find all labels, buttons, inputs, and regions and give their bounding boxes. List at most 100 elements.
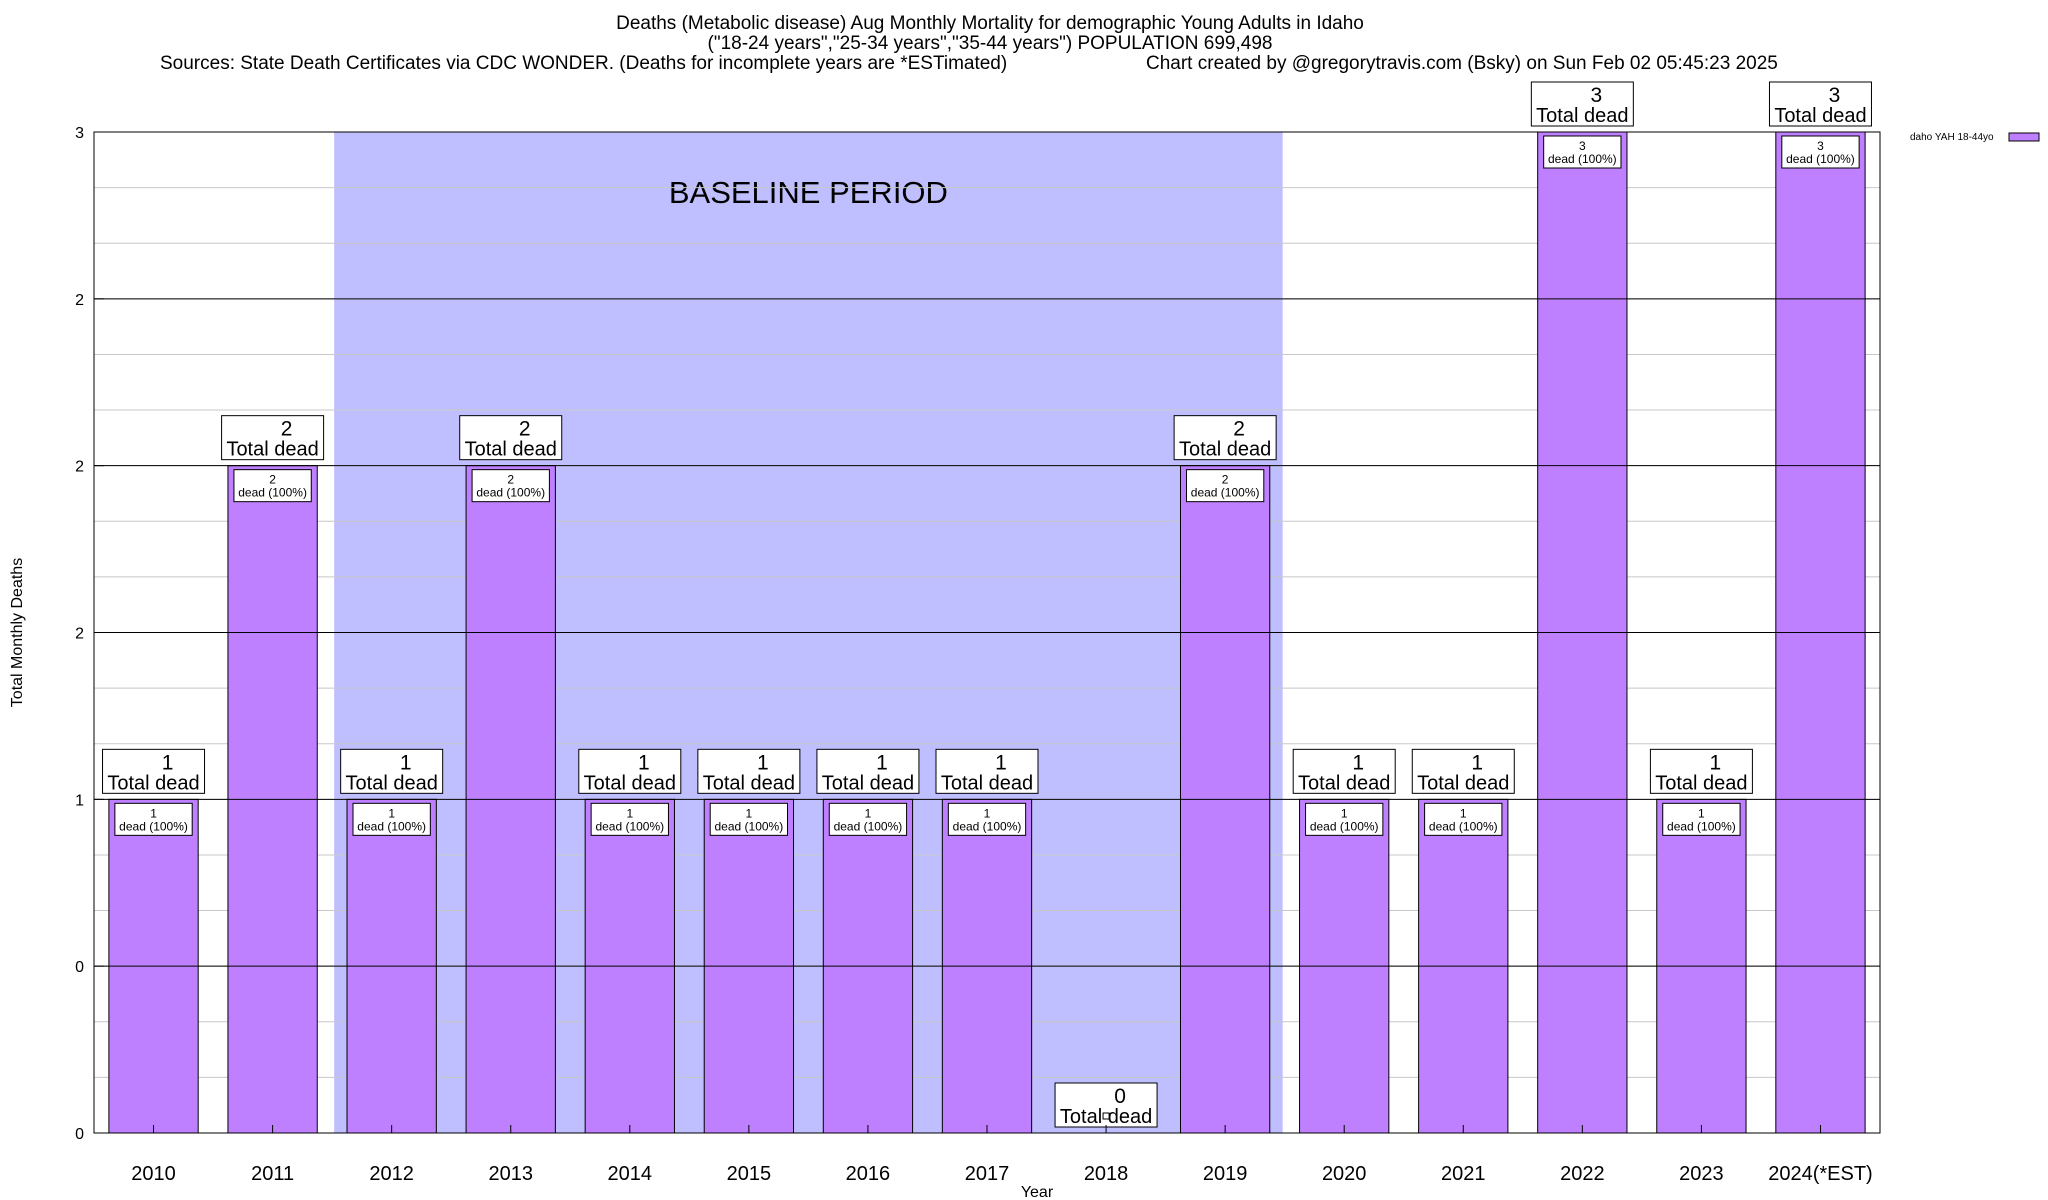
x-tick-label: 2021 xyxy=(1441,1163,1486,1185)
x-tick-label: 2022 xyxy=(1560,1163,1605,1185)
bar-value-label: 1 xyxy=(626,806,633,820)
bar-label-box xyxy=(1185,469,1265,503)
y-tick-label: 3 xyxy=(75,125,84,142)
total-count-label: 1 xyxy=(1352,751,1364,774)
bar-percent-label: dead (100%) xyxy=(834,819,903,833)
total-count-label: 0 xyxy=(1114,1085,1126,1108)
chart-subtitle: ("18-24 years","25-34 years","35-44 year… xyxy=(707,33,1273,54)
x-tick-label: 2012 xyxy=(369,1163,414,1185)
total-count-label: 1 xyxy=(1471,751,1483,774)
bar-value-label: 2 xyxy=(269,473,276,487)
total-count-label: 3 xyxy=(1829,84,1841,107)
bar-label-box xyxy=(947,802,1027,836)
bar-value-label: 1 xyxy=(1341,806,1348,820)
x-tick-label: 2014 xyxy=(608,1163,653,1185)
chart-sources: Sources: State Death Certificates via CD… xyxy=(160,53,1008,74)
x-tick-label: 2011 xyxy=(251,1163,294,1185)
bar-label-box xyxy=(1305,802,1384,836)
bar-percent-label: dead (100%) xyxy=(1310,819,1379,833)
bar-label-box xyxy=(828,802,908,836)
total-dead-label: Total dead xyxy=(822,772,914,794)
x-tick-label: 2015 xyxy=(727,1163,772,1185)
total-count-label: 1 xyxy=(757,751,769,774)
total-label-box xyxy=(816,748,920,794)
y-tick-label: 1 xyxy=(75,792,84,809)
total-label-box xyxy=(1411,748,1515,794)
total-dead-label: Total dead xyxy=(1774,105,1866,127)
x-tick-label: 2017 xyxy=(965,1163,1010,1185)
total-count-label: 1 xyxy=(638,751,650,774)
x-tick-label: 2023 xyxy=(1679,1163,1724,1185)
total-label-box xyxy=(459,415,563,461)
baseline-label: BASELINE PERIOD xyxy=(669,175,948,210)
total-dead-label: Total dead xyxy=(1536,105,1628,127)
zero-marker xyxy=(1102,1112,1110,1120)
bar-label-box xyxy=(1424,802,1503,836)
bar-percent-label: dead (100%) xyxy=(357,819,426,833)
y-tick-label: 2 xyxy=(75,292,84,309)
bar-percent-label: dead (100%) xyxy=(1191,486,1260,500)
bar-percent-label: dead (100%) xyxy=(476,486,545,500)
total-count-label: 1 xyxy=(1710,751,1722,774)
bar-value-label: 1 xyxy=(150,806,157,820)
total-dead-label: Total dead xyxy=(1417,772,1509,794)
x-tick-label: 2010 xyxy=(131,1163,176,1185)
total-label-box xyxy=(1173,415,1277,461)
bar-label-box xyxy=(352,802,431,836)
y-tick-label: 2 xyxy=(75,626,84,643)
bar-label-box xyxy=(590,802,669,836)
chart-title: Deaths (Metabolic disease) Aug Monthly M… xyxy=(616,13,1364,34)
x-tick-label: 2018 xyxy=(1084,1163,1129,1185)
bar-value-label: 2 xyxy=(507,473,514,487)
total-count-label: 2 xyxy=(519,418,531,441)
total-dead-label: Total dead xyxy=(941,772,1033,794)
total-dead-label: Total dead xyxy=(107,772,199,794)
bar-value-label: 1 xyxy=(746,806,753,820)
legend-label: daho YAH 18-44yo xyxy=(1910,132,1994,143)
total-dead-label: Total dead xyxy=(346,772,438,794)
bar-percent-label: dead (100%) xyxy=(1786,152,1855,166)
bar-label-box xyxy=(709,802,789,836)
total-label-box xyxy=(1649,748,1753,794)
bar-percent-label: dead (100%) xyxy=(119,819,188,833)
bar-percent-label: dead (100%) xyxy=(1667,819,1736,833)
total-count-label: 2 xyxy=(1233,418,1245,441)
bar-value-label: 2 xyxy=(1222,473,1229,487)
bar-value-label: 1 xyxy=(1460,806,1467,820)
bar-value-label: 1 xyxy=(984,806,991,820)
total-label-box xyxy=(102,748,206,794)
legend-swatch xyxy=(2008,132,2040,142)
total-dead-label: Total dead xyxy=(1655,772,1747,794)
y-tick-label: 0 xyxy=(75,959,84,976)
x-tick-label: 2020 xyxy=(1322,1163,1367,1185)
bar-label-box xyxy=(1662,802,1741,836)
x-tick-label: 2016 xyxy=(846,1163,891,1185)
bar-percent-label: dead (100%) xyxy=(1429,819,1498,833)
total-dead-label: Total dead xyxy=(226,439,318,461)
bar-value-label: 1 xyxy=(388,806,395,820)
total-label-box xyxy=(221,415,325,461)
bar-value-label: 3 xyxy=(1579,139,1586,153)
bar-percent-label: dead (100%) xyxy=(595,819,664,833)
bar-value-label: 3 xyxy=(1817,139,1824,153)
total-label-box xyxy=(1530,81,1634,127)
total-dead-label: Total dead xyxy=(584,772,676,794)
bar-label-box xyxy=(1543,135,1622,169)
bar-value-label: 1 xyxy=(865,806,872,820)
x-tick-label: 2019 xyxy=(1203,1163,1248,1185)
total-label-box xyxy=(697,748,801,794)
bar-label-box xyxy=(1781,135,1860,169)
bar-percent-label: dead (100%) xyxy=(238,486,307,500)
x-axis-label: Year xyxy=(1021,1184,1054,1200)
total-dead-label: Total dead xyxy=(1298,772,1390,794)
total-label-box xyxy=(340,748,444,794)
bar-label-box xyxy=(233,469,312,503)
total-label-box xyxy=(1054,1082,1158,1128)
total-dead-label: Total dead xyxy=(703,772,795,794)
total-label-box xyxy=(1292,748,1396,794)
bar-percent-label: dead (100%) xyxy=(953,819,1022,833)
bar-label-box xyxy=(114,802,193,836)
total-dead-label: Total dead xyxy=(465,439,557,461)
